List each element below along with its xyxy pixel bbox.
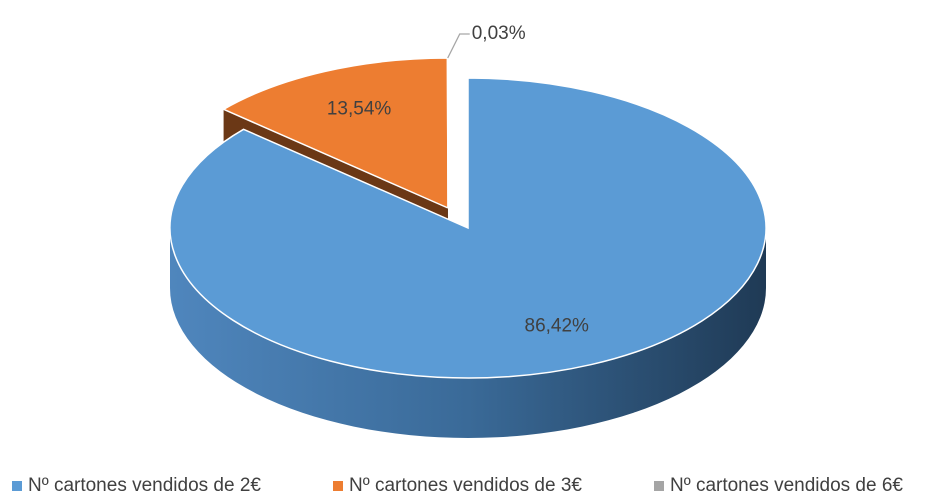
legend-label: Nº cartones vendidos de 6€ xyxy=(670,475,903,495)
data-label: 86,42% xyxy=(525,315,590,336)
slice-side xyxy=(170,228,766,438)
legend-swatch xyxy=(333,481,343,491)
leader-line xyxy=(447,33,470,59)
data-label: 0,03% xyxy=(472,23,526,44)
legend-label: Nº cartones vendidos de 2€ xyxy=(28,475,261,495)
legend-label: Nº cartones vendidos de 3€ xyxy=(349,475,582,495)
legend: Nº cartones vendidos de 2€ Nº cartones ve… xyxy=(12,475,903,495)
pie: 13,54% 0,03% 86,42% xyxy=(169,23,767,438)
slice xyxy=(221,57,449,210)
slice xyxy=(446,57,449,209)
slice xyxy=(169,77,767,379)
data-label: 13,54% xyxy=(327,99,392,120)
legend-swatch xyxy=(12,481,22,491)
legend-swatch xyxy=(654,481,664,491)
